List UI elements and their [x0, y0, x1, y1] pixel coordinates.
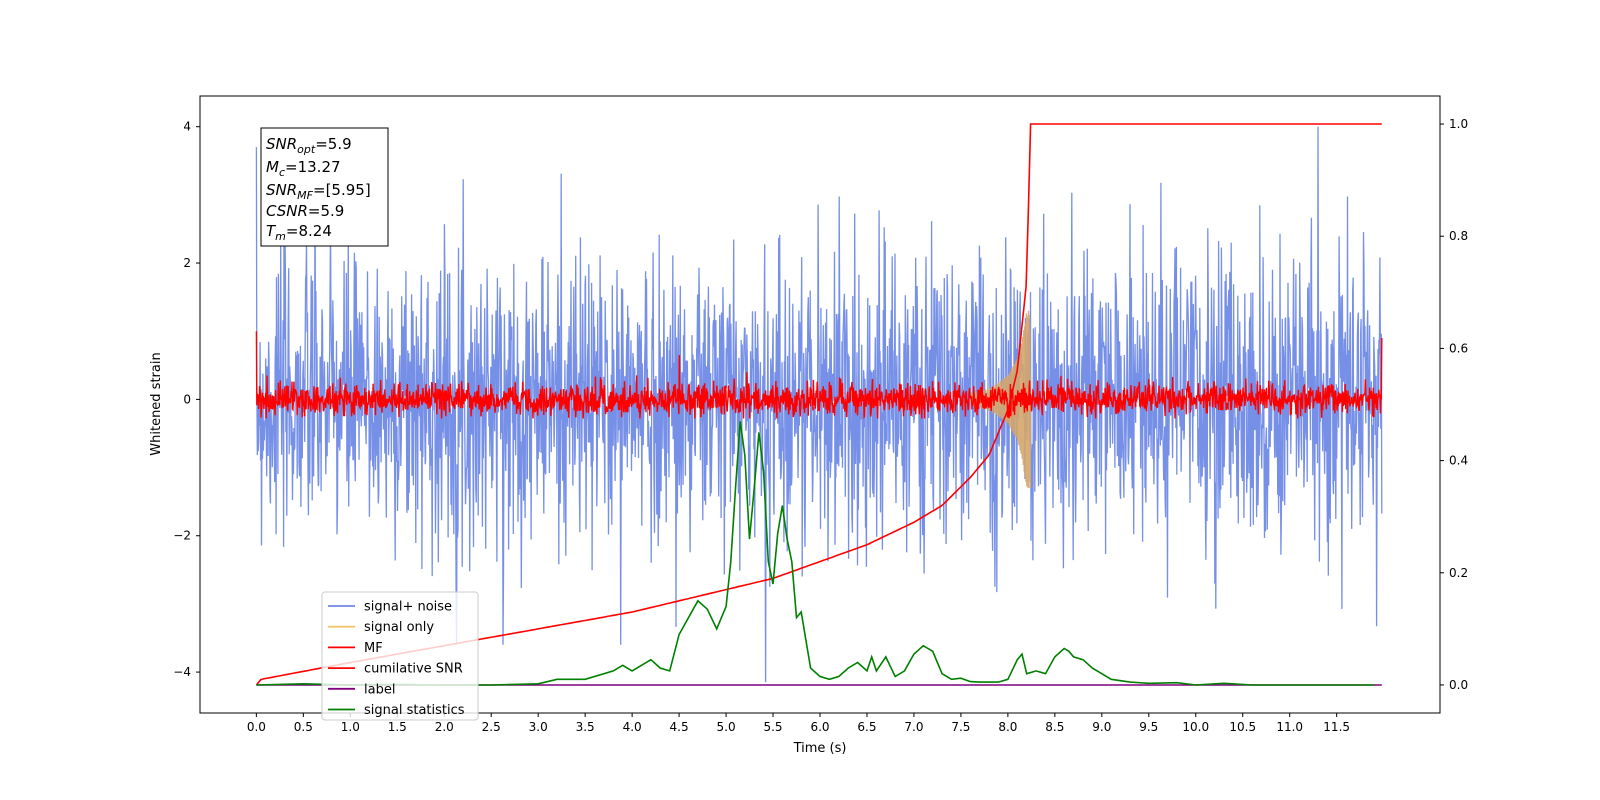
snr-opt-value: =5.9: [315, 135, 351, 153]
legend-label: signal+ noise: [364, 600, 452, 615]
mc-name: M: [266, 158, 279, 176]
annotation-frame: [260, 127, 389, 247]
legend: signal+ noise signal only MF cumilative SNR…: [321, 591, 479, 721]
x-tick-label: 3.0: [529, 720, 548, 734]
annotation-snr-opt: SNRopt=5.9: [266, 135, 352, 156]
x-tick-label: 0.0: [247, 720, 266, 734]
series-signal-statistics: [256, 421, 1375, 686]
x-tick-label: 7.5: [951, 720, 970, 734]
x-tick-label: 9.0: [1092, 720, 1111, 734]
annotation-mc: Mc=13.27: [266, 158, 341, 179]
x-tick-label: 6.5: [857, 720, 876, 734]
snr-mf-name: SNR: [266, 181, 297, 199]
x-tick-label: 7.0: [904, 720, 923, 734]
legend-label: signal statistics: [364, 703, 465, 718]
x-tick-label: 4.0: [623, 720, 642, 734]
snr-opt-sub: opt: [297, 143, 316, 156]
legend-label: MF: [364, 641, 383, 656]
snr-mf-sub: MF: [297, 189, 313, 202]
annotation-snr-mf: SNRMF=[5.95]: [266, 181, 371, 202]
x-axis-label: Time (s): [793, 741, 847, 756]
snr-mf-value: =[5.95]: [313, 181, 371, 199]
legend-frame: [321, 591, 479, 721]
annotation-tm: Tm=8.24: [266, 222, 332, 243]
mc-sub: c: [279, 166, 285, 179]
y-axis-label: Whitened strain: [149, 352, 164, 455]
x-tick-label: 10.0: [1182, 720, 1209, 734]
tm-value: =8.24: [286, 222, 332, 240]
x-tick-label: 5.5: [763, 720, 782, 734]
y-tick-label: 0: [183, 392, 191, 406]
y-axis-right: 0.0 0.2 0.4 0.6 0.8 1.0: [1440, 117, 1468, 692]
y-tick-label: −2: [173, 529, 191, 543]
y-axis-left: −4 −2 0 2 4: [173, 120, 200, 679]
y2-tick-label: 0.6: [1449, 341, 1468, 355]
x-tick-label: 1.0: [341, 720, 360, 734]
y-tick-label: 2: [183, 256, 191, 270]
annotation-csnr: CSNR=5.9: [266, 202, 344, 220]
tm-name: T: [266, 222, 277, 240]
legend-label: signal only: [364, 620, 434, 635]
x-tick-label: 11.5: [1323, 720, 1350, 734]
y-tick-label: −4: [173, 665, 191, 679]
mc-value: =13.27: [285, 158, 341, 176]
x-axis: 0.0 0.5 1.0 1.5 2.0 2.5 3.0 3.5 4.0 4.5 5.0 5.5 6.0 6…: [247, 713, 1350, 734]
x-tick-label: 8.5: [1045, 720, 1064, 734]
x-tick-label: 1.5: [388, 720, 407, 734]
y2-tick-label: 0.2: [1449, 566, 1468, 580]
x-tick-label: 5.0: [717, 720, 736, 734]
x-tick-label: 0.5: [294, 720, 313, 734]
x-tick-label: 2.5: [482, 720, 501, 734]
y2-tick-label: 1.0: [1449, 117, 1468, 131]
x-tick-label: 10.5: [1229, 720, 1256, 734]
x-tick-label: 9.5: [1139, 720, 1158, 734]
x-tick-label: 11.0: [1276, 720, 1303, 734]
legend-label: cumilative SNR: [364, 662, 463, 677]
y2-tick-label: 0.8: [1449, 229, 1468, 243]
x-tick-label: 3.5: [576, 720, 595, 734]
snr-opt-name: SNR: [266, 135, 297, 153]
x-tick-label: 2.0: [435, 720, 454, 734]
x-tick-label: 8.0: [998, 720, 1017, 734]
series-mf: [255, 331, 1383, 420]
csnr-name: CSNR: [266, 202, 308, 220]
legend-label: label: [364, 682, 395, 697]
series-signal-plus-noise: [255, 126, 1383, 683]
y2-tick-label: 0.0: [1449, 678, 1468, 692]
annotation-box: SNRopt=5.9 Mc=13.27 SNRMF=[5.95] CSNR=5.…: [260, 127, 389, 247]
x-tick-label: 6.0: [810, 720, 829, 734]
y2-tick-label: 0.4: [1449, 454, 1468, 468]
tm-sub: m: [275, 230, 286, 243]
y-tick-label: 4: [183, 120, 191, 134]
csnr-value: =5.9: [308, 202, 344, 220]
x-tick-label: 4.5: [670, 720, 689, 734]
